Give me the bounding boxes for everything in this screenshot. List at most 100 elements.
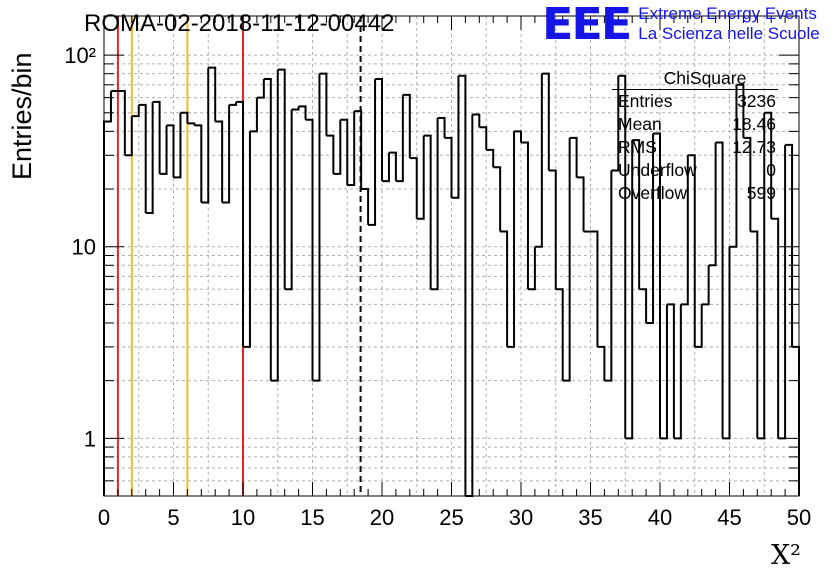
histogram-bin <box>555 288 564 381</box>
histogram-bin <box>361 188 370 225</box>
histogram-bin <box>437 116 446 138</box>
histogram-bin <box>103 90 112 496</box>
histogram-bin <box>771 217 780 439</box>
histogram-bin <box>291 106 300 111</box>
stats-value: 12.73 <box>732 137 776 157</box>
histogram-bin <box>388 151 397 182</box>
stats-label: Overflow <box>618 183 688 203</box>
x-tick-label: 30 <box>509 505 533 530</box>
x-tick-label: 10 <box>231 505 255 530</box>
y-tick-label: 10² <box>64 43 96 68</box>
histogram-bin <box>687 154 696 347</box>
histogram-bin <box>521 141 529 290</box>
histogram-bin <box>215 120 224 203</box>
histogram-bin <box>277 68 286 290</box>
stats-box: ChiSquare Entries 3236 Mean 18.46 RMS 12… <box>612 66 780 205</box>
histogram-bin <box>597 345 606 381</box>
y-tick-label: 10 <box>72 235 96 260</box>
histogram-bin <box>138 103 147 213</box>
histogram-bin <box>694 304 703 348</box>
stats-label: Underflow <box>618 160 697 180</box>
histogram-bin <box>263 78 272 381</box>
y-axis-label: Entries/bin <box>7 52 37 180</box>
histogram-bin <box>124 116 133 157</box>
histogram-bin <box>541 72 550 171</box>
y-tick-labels: 1 10 10² <box>64 43 96 451</box>
x-tick-labels: 0 5 10 15 20 25 30 35 40 45 50 <box>98 505 811 530</box>
histogram-bin <box>194 124 203 203</box>
histogram-bin <box>534 73 543 248</box>
stats-value: 18.46 <box>732 114 776 134</box>
stats-label: RMS <box>618 137 657 157</box>
histogram-bin <box>527 246 536 291</box>
histogram-bin <box>451 75 460 199</box>
histogram-bin <box>236 100 244 347</box>
histogram-bin <box>270 69 279 382</box>
histogram-bin <box>472 113 481 128</box>
histogram-bin <box>625 140 634 440</box>
histogram-bin <box>757 112 766 440</box>
histogram-bin <box>382 152 390 183</box>
histogram-bin <box>326 134 335 174</box>
histogram-bin <box>611 75 620 172</box>
x-tick-label: 5 <box>167 505 179 530</box>
x-tick-label: 45 <box>717 505 741 530</box>
histogram-bin <box>750 230 759 439</box>
x-axis-label: X² <box>771 540 801 571</box>
histogram-bin <box>152 100 161 174</box>
histogram-bin <box>444 136 453 198</box>
axis-ticks <box>103 16 800 497</box>
histogram-bin <box>500 230 509 347</box>
histogram-bin <box>666 303 675 439</box>
histogram-bin <box>298 105 307 120</box>
histogram-bin <box>243 131 251 348</box>
stats-value: 0 <box>766 160 776 180</box>
stats-value: 599 <box>746 183 776 203</box>
histogram-bin <box>305 118 314 381</box>
x-tick-label: 50 <box>787 505 811 530</box>
histogram-bin <box>402 93 411 159</box>
histogram-bin <box>764 111 773 219</box>
histogram-bin <box>347 111 356 186</box>
histogram-bin <box>145 101 154 214</box>
histogram-bin <box>375 78 383 182</box>
reference-lines <box>116 16 244 496</box>
eee-logo-text: Extreme Energy Events La Scienza nelle S… <box>638 4 819 44</box>
histogram-bin <box>562 137 571 382</box>
histogram-bin <box>486 148 495 168</box>
x-tick-label: 0 <box>98 505 110 530</box>
histogram-bin <box>701 265 710 306</box>
eee-logo: EEE Extreme Energy Events La Scienza nel… <box>542 2 820 46</box>
histogram-bin <box>131 104 140 118</box>
histogram-bin <box>639 288 648 323</box>
histogram-bin <box>222 104 231 204</box>
histogram-bin <box>201 67 210 204</box>
x-tick-label: 15 <box>300 505 324 530</box>
stats-value: 3236 <box>737 91 776 111</box>
histogram-bin <box>368 79 377 226</box>
histogram-bin <box>722 246 731 440</box>
histogram-bin <box>514 130 522 143</box>
histogram-bin <box>569 136 578 178</box>
histogram-bin <box>416 135 425 220</box>
histogram-bin <box>340 118 349 185</box>
histogram-bin <box>632 139 641 290</box>
x-tick-label: 40 <box>648 505 672 530</box>
histogram-bin <box>333 119 342 175</box>
histogram-bin <box>729 84 738 248</box>
histogram-bin <box>166 124 175 178</box>
histogram-bin <box>395 94 404 183</box>
histogram-bin <box>680 155 689 306</box>
histogram-bin <box>173 112 182 179</box>
histogram-bin <box>479 126 488 150</box>
x-tick-label: 25 <box>439 505 463 530</box>
histogram-bin <box>159 125 168 175</box>
histogram-bin <box>715 141 724 439</box>
histogram-bin <box>576 176 585 232</box>
histogram-bin <box>590 230 599 347</box>
histogram-bin <box>785 143 794 347</box>
stats-row-overflow: Overflow 599 <box>612 182 780 205</box>
histogram-bin <box>653 132 661 439</box>
x-tick-label: 20 <box>370 505 394 530</box>
stats-row-entries: Entries 3236 <box>612 90 780 113</box>
